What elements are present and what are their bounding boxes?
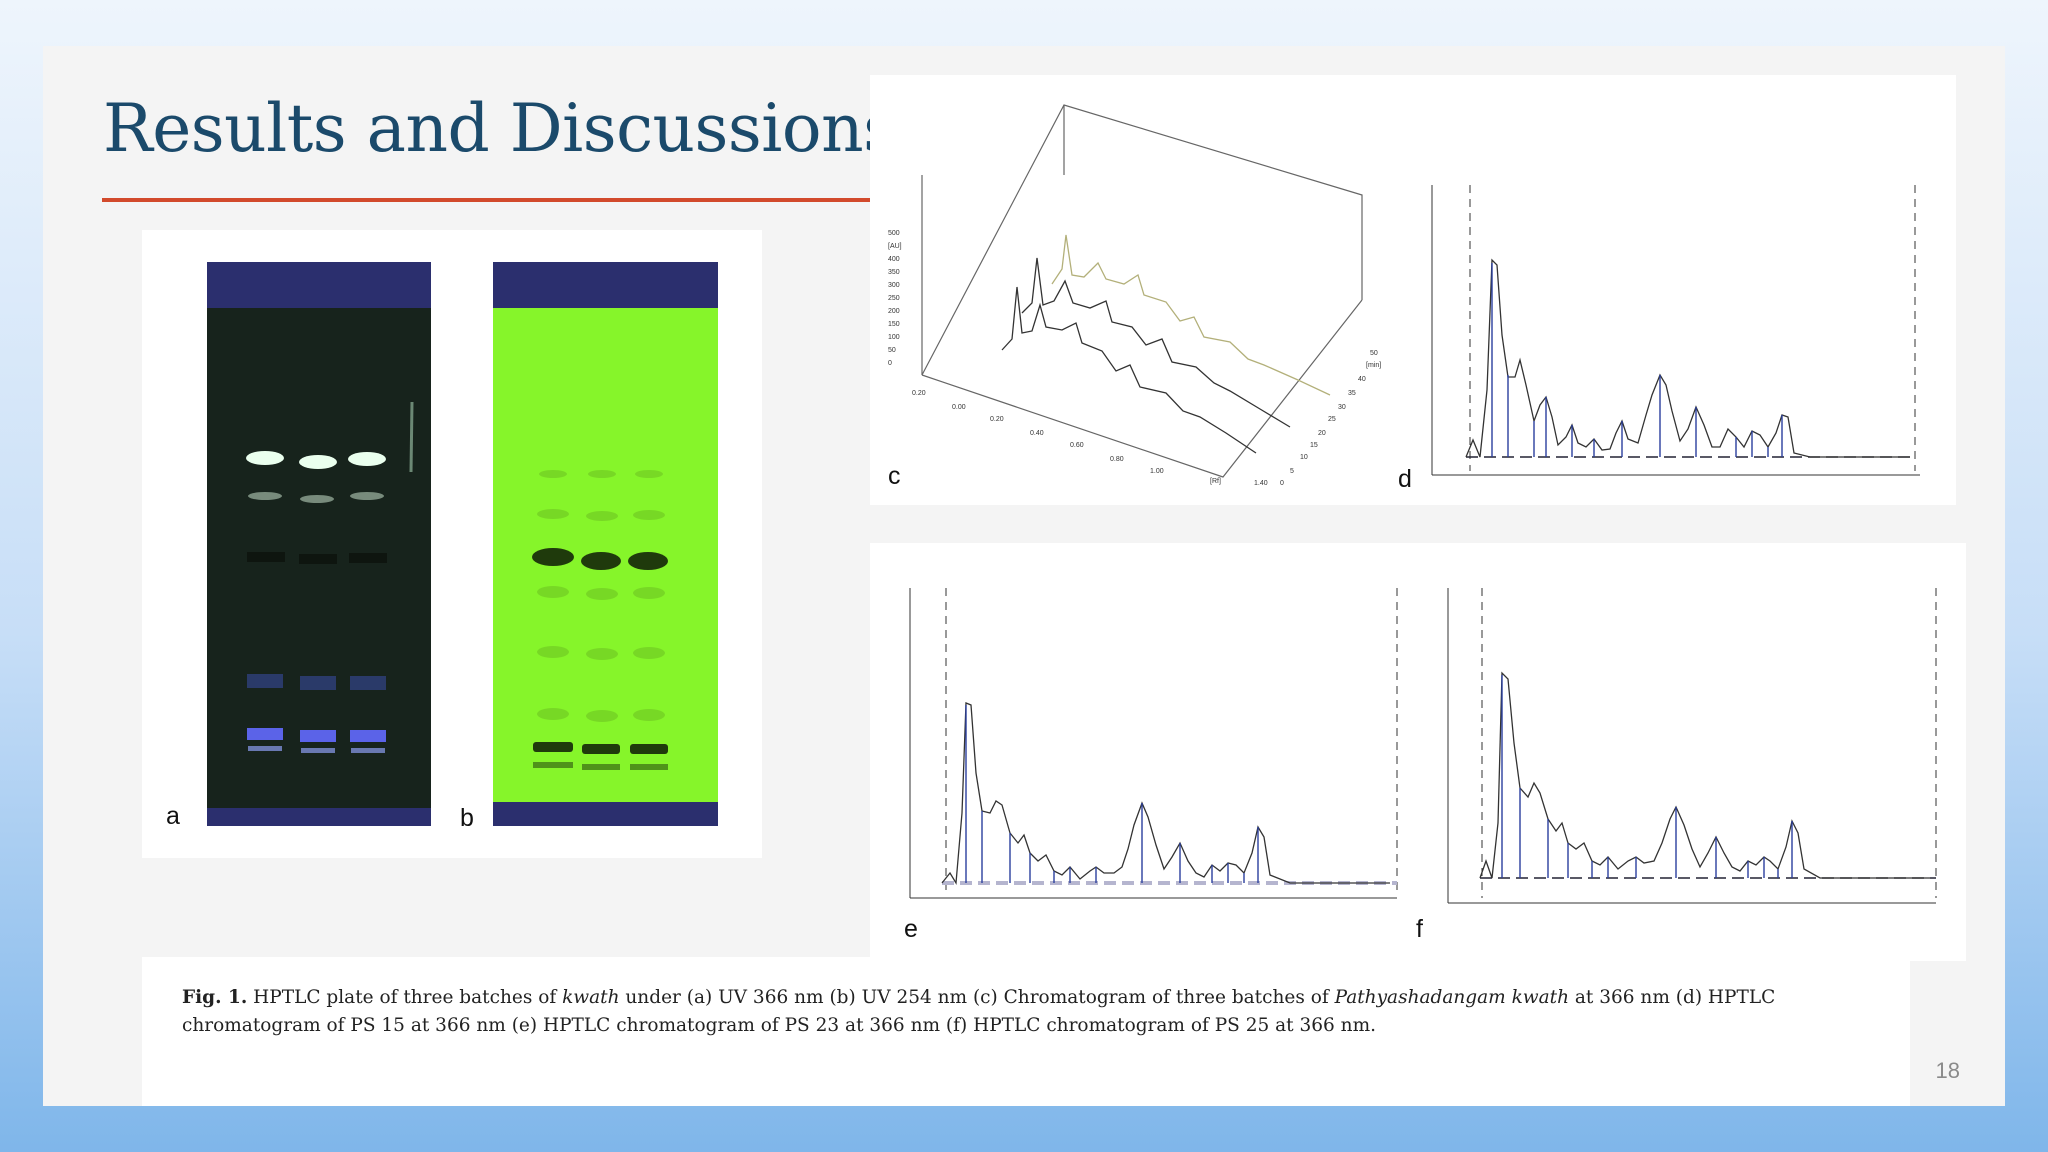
caption-text-3: at 366 nm (d) HPTLC chromatogram of PS 1… bbox=[182, 987, 1776, 1036]
svg-text:35: 35 bbox=[1348, 390, 1356, 397]
chromatogram-f bbox=[1447, 588, 1937, 904]
panel-label-c: c bbox=[888, 462, 901, 490]
tlc-plate-uv366 bbox=[207, 262, 431, 826]
panel-label-b: b bbox=[460, 804, 474, 832]
svg-text:5: 5 bbox=[1290, 468, 1294, 475]
svg-text:100: 100 bbox=[888, 334, 900, 341]
figure-caption: Fig. 1. HPTLC plate of three batches of … bbox=[182, 984, 1872, 1040]
title-underline bbox=[102, 198, 870, 202]
chromatogram-3d-c bbox=[921, 104, 1363, 478]
svg-text:0.20: 0.20 bbox=[990, 416, 1004, 423]
figure-label: Fig. 1. bbox=[182, 987, 248, 1008]
svg-text:40: 40 bbox=[1358, 376, 1366, 383]
caption-kwath: kwath bbox=[562, 987, 620, 1008]
caption-text-2: under (a) UV 366 nm (b) UV 254 nm (c) Ch… bbox=[619, 987, 1335, 1008]
figure-caption-box bbox=[142, 957, 1910, 1106]
panel-label-a: a bbox=[166, 802, 180, 830]
page-number: 18 bbox=[1935, 1058, 1960, 1083]
chromatogram-panel-cd: 500 [AU] 400 350 300 250 200 150 100 50 0 0.20 0.0… bbox=[870, 75, 1956, 505]
svg-text:0.20: 0.20 bbox=[912, 390, 926, 397]
caption-text-1: HPTLC plate of three batches of bbox=[247, 987, 563, 1008]
tlc-plate-uv254 bbox=[493, 262, 718, 826]
panel-label-d: d bbox=[1398, 465, 1412, 493]
svg-text:350: 350 bbox=[888, 269, 900, 276]
svg-text:[Rf]: [Rf] bbox=[1210, 478, 1221, 485]
svg-text:200: 200 bbox=[888, 308, 900, 315]
slide-title: Results and Discussions bbox=[103, 90, 897, 167]
caption-species: Pathyashadangam kwath bbox=[1334, 987, 1570, 1008]
svg-text:0.40: 0.40 bbox=[1030, 430, 1044, 437]
svg-text:1.40: 1.40 bbox=[1254, 480, 1268, 487]
svg-text:50: 50 bbox=[1370, 350, 1378, 357]
chromatogram-d bbox=[1431, 185, 1920, 476]
svg-text:15: 15 bbox=[1310, 442, 1318, 449]
svg-text:0: 0 bbox=[888, 360, 892, 367]
panel-label-e: e bbox=[904, 915, 918, 943]
svg-text:250: 250 bbox=[888, 295, 900, 302]
svg-text:0.60: 0.60 bbox=[1070, 442, 1084, 449]
svg-text:0.00: 0.00 bbox=[952, 404, 966, 411]
svg-text:1.00: 1.00 bbox=[1150, 468, 1164, 475]
svg-text:150: 150 bbox=[888, 321, 900, 328]
chromatogram-e bbox=[909, 588, 1398, 899]
svg-text:20: 20 bbox=[1318, 430, 1326, 437]
svg-text:500: 500 bbox=[888, 230, 900, 237]
svg-text:10: 10 bbox=[1300, 454, 1308, 461]
svg-text:[min]: [min] bbox=[1366, 362, 1381, 369]
chromatogram-panel-ef: e f bbox=[870, 543, 1966, 961]
svg-text:25: 25 bbox=[1328, 416, 1336, 423]
svg-text:400: 400 bbox=[888, 256, 900, 263]
panel-label-f: f bbox=[1416, 915, 1423, 943]
svg-text:0: 0 bbox=[1280, 480, 1284, 487]
svg-text:300: 300 bbox=[888, 282, 900, 289]
svg-text:50: 50 bbox=[888, 347, 896, 354]
svg-text:30: 30 bbox=[1338, 404, 1346, 411]
svg-text:[AU]: [AU] bbox=[888, 243, 902, 250]
svg-text:0.80: 0.80 bbox=[1110, 456, 1124, 463]
